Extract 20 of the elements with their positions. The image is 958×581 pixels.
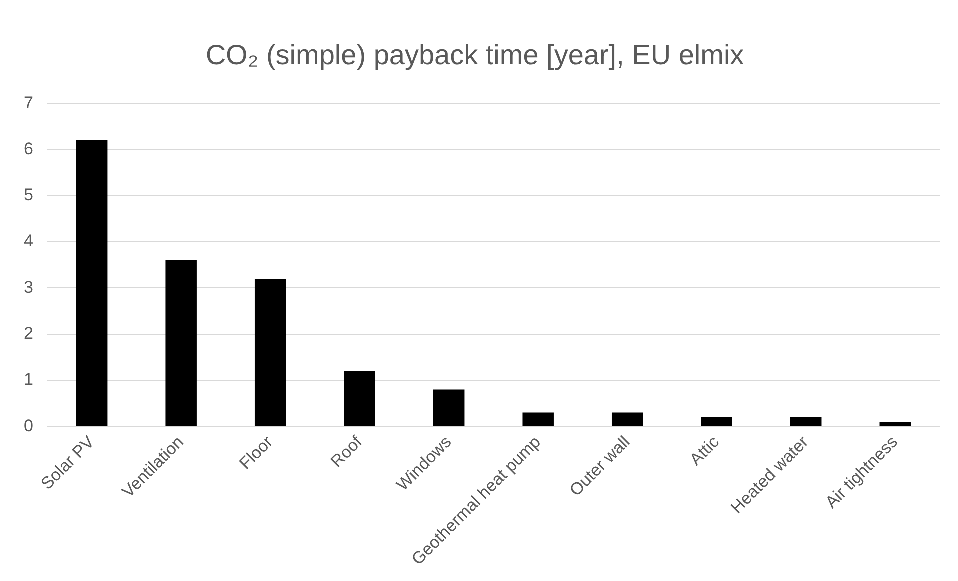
bar xyxy=(76,140,108,426)
bar xyxy=(522,412,554,426)
x-tick-label: Attic xyxy=(686,432,724,470)
y-tick-label: 3 xyxy=(24,278,34,297)
y-tick-label: 4 xyxy=(24,232,34,251)
bar xyxy=(612,412,644,426)
bar xyxy=(166,260,197,426)
chart-title: CO₂ (simple) payback time [year], EU elmix xyxy=(206,40,744,71)
bar xyxy=(701,417,732,426)
bar xyxy=(433,390,465,426)
y-tick-label: 7 xyxy=(24,93,34,112)
y-tick-label: 1 xyxy=(24,370,34,390)
y-tick-label: 2 xyxy=(24,324,34,344)
bar xyxy=(880,422,911,426)
bar xyxy=(790,417,822,426)
y-tick-label: 0 xyxy=(24,416,34,436)
bar xyxy=(254,278,286,426)
bar xyxy=(344,371,376,426)
y-tick-label: 6 xyxy=(24,139,34,158)
y-tick-label: 5 xyxy=(24,186,34,205)
